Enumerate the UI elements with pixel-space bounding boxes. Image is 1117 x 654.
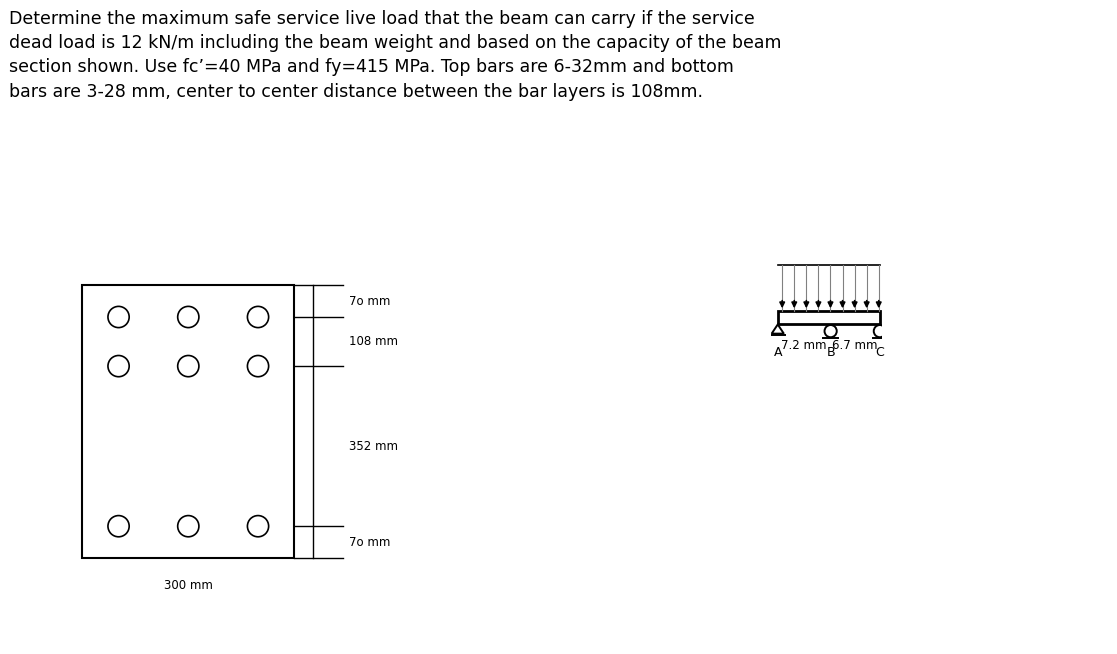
Text: 7o mm: 7o mm (349, 536, 390, 549)
Text: A: A (773, 345, 782, 358)
Text: 6.7 mm: 6.7 mm (832, 339, 878, 352)
Text: 300 mm: 300 mm (164, 579, 212, 593)
Text: Determine the maximum safe service live load that the beam can carry if the serv: Determine the maximum safe service live … (9, 10, 782, 101)
Text: 108 mm: 108 mm (349, 335, 398, 348)
Bar (777, 311, 880, 324)
Text: 7.2 mm: 7.2 mm (782, 339, 827, 352)
Text: C: C (876, 345, 885, 358)
Bar (83, 285, 295, 558)
Text: 7o mm: 7o mm (349, 294, 390, 307)
Text: B: B (827, 345, 834, 358)
Text: 352 mm: 352 mm (349, 439, 398, 453)
